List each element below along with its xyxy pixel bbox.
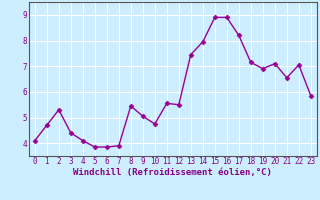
X-axis label: Windchill (Refroidissement éolien,°C): Windchill (Refroidissement éolien,°C)	[73, 168, 272, 177]
